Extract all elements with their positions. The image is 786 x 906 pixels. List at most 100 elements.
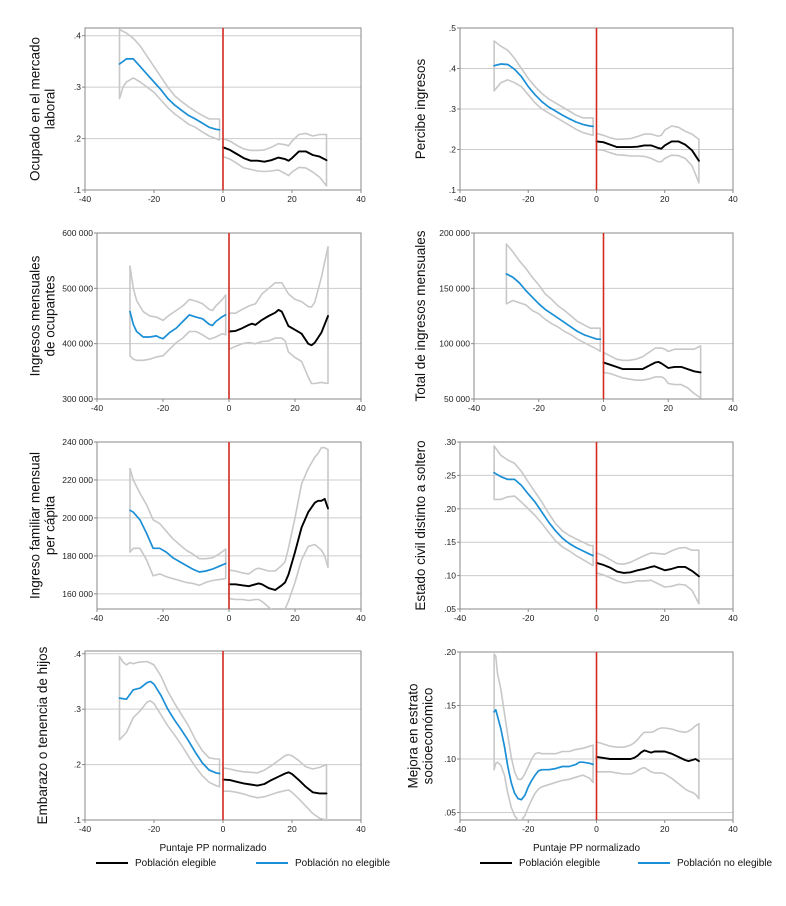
legend: Población elegible Población no elegible: [96, 858, 391, 869]
series-group: [129, 446, 329, 609]
y-axis-label: per cápita: [43, 495, 58, 555]
series-poblacion-no-elegible: [493, 63, 594, 128]
x-axis-label: Puntaje PP normalizado: [533, 843, 641, 854]
x-tick-label: 20: [287, 194, 297, 204]
y-tick-label: .05: [444, 808, 456, 818]
y-tick-label: .20: [444, 647, 456, 657]
x-tick-label: 0: [221, 824, 226, 834]
ci-line-elegible-ci-upper: [595, 722, 700, 749]
y-tick-label: .10: [444, 571, 456, 581]
ci-line-elegible-ci-lower: [222, 155, 328, 187]
x-tick-label: -20: [522, 824, 535, 834]
y-tick-label: .4: [74, 649, 81, 659]
series-group: [493, 40, 700, 184]
ci-line-no-elegible-ci-lower: [129, 547, 227, 587]
ci-line-elegible-ci-lower: [595, 572, 700, 605]
series-poblacion-no-elegible: [129, 509, 227, 573]
y-axis-label: Embarazo o tenencia de hijos: [35, 646, 50, 824]
panel-4: 50 000 100 000 150 000 200 000 -40 -20 0 20 40 To…: [413, 228, 738, 413]
legend-label: Población no elegible: [677, 858, 773, 869]
ci-line-no-elegible-ci-upper: [493, 40, 594, 119]
legend-label: Población elegible: [519, 858, 601, 869]
y-axis-label: Estado civil distinto a soltero: [413, 440, 428, 610]
series-poblacion-no-elegible: [118, 680, 221, 775]
panel-3: 300 000 400 000 500 000 600 000 -40 -20 0 20 40 I…: [28, 228, 366, 413]
y-tick-label: .15: [444, 537, 456, 547]
x-tick-label: 40: [728, 824, 738, 834]
x-tick-label: -40: [79, 824, 92, 834]
y-tick-label: .3: [74, 704, 81, 714]
ci-line-no-elegible-ci-lower: [493, 761, 594, 820]
series-group: [118, 655, 328, 820]
y-tick-label: .3: [449, 104, 456, 114]
ci-line-no-elegible-ci-lower: [118, 700, 221, 788]
ci-line-no-elegible-ci-upper: [129, 467, 227, 560]
y-tick-label: .2: [74, 134, 81, 144]
x-tick-label: -20: [522, 194, 535, 204]
x-tick-label: -20: [148, 194, 161, 204]
x-tick-label: 0: [594, 824, 599, 834]
y-tick-label: .2: [74, 760, 81, 770]
legend: Población elegible Población no elegible: [480, 858, 773, 869]
y-tick-label: .1: [449, 185, 456, 195]
panel-8: .05 .10 .15 .20 -40 -20 0 20 40 Mejora en estrato…: [406, 647, 773, 869]
y-tick-label: .10: [444, 754, 456, 764]
ci-line-elegible-ci-lower: [595, 766, 700, 800]
series-poblacion-elegible: [595, 749, 700, 763]
y-axis-label: Total de ingresos mensuales: [413, 230, 428, 401]
x-tick-label: -20: [522, 613, 535, 623]
y-tick-label: 200 000: [439, 228, 470, 238]
ci-line-no-elegible-ci-lower: [129, 330, 227, 362]
ci-line-no-elegible-ci-lower: [505, 299, 602, 353]
y-tick-label: 160 000: [62, 589, 93, 599]
panel-1: .1 .2 .3 .4 -40 -20 0 20 40 Ocupado en el mercado…: [28, 27, 366, 204]
y-tick-label: 300 000: [62, 394, 93, 404]
series-group: [493, 653, 700, 820]
x-tick-label: 20: [660, 613, 670, 623]
x-tick-label: -40: [91, 613, 104, 623]
series-group: [505, 243, 702, 399]
panel-5: 160 000 180 000 200 000 220 000 240 000 -40 -2…: [28, 437, 366, 623]
ci-line-no-elegible-ci-upper: [129, 265, 227, 322]
x-tick-label: -40: [91, 403, 104, 413]
series-group: [129, 246, 329, 385]
x-tick-label: 40: [356, 824, 366, 834]
x-tick-label: 40: [356, 613, 366, 623]
ci-line-elegible-ci-lower: [228, 543, 329, 609]
x-tick-label: -20: [533, 403, 546, 413]
ci-line-no-elegible-ci-lower: [493, 495, 594, 567]
ci-line-elegible-ci-upper: [222, 753, 328, 774]
series-poblacion-no-elegible: [118, 58, 221, 131]
x-tick-label: 20: [660, 824, 670, 834]
y-tick-label: .1: [74, 815, 81, 825]
y-tick-label: .25: [444, 470, 456, 480]
x-tick-label: 40: [728, 403, 738, 413]
y-tick-label: 500 000: [62, 283, 93, 293]
y-tick-label: .20: [444, 504, 456, 514]
x-tick-label: 0: [227, 403, 232, 413]
y-tick-label: 240 000: [62, 437, 93, 447]
x-tick-label: 0: [594, 613, 599, 623]
y-tick-label: .1: [74, 185, 81, 195]
x-tick-label: -40: [468, 403, 481, 413]
ci-line-elegible-ci-upper: [228, 446, 329, 575]
y-tick-label: 50 000: [444, 394, 470, 404]
x-tick-label: 20: [660, 194, 670, 204]
y-tick-label: .4: [449, 64, 456, 74]
series-poblacion-no-elegible: [493, 471, 594, 557]
series-poblacion-no-elegible: [493, 708, 594, 801]
series-group: [118, 28, 328, 187]
x-tick-label: 40: [356, 403, 366, 413]
y-tick-label: 150 000: [439, 283, 470, 293]
y-axis-label: Mejora en estrato: [406, 683, 421, 788]
legend-label: Población no elegible: [295, 858, 391, 869]
y-tick-label: .5: [449, 23, 456, 33]
series-poblacion-elegible: [228, 497, 329, 591]
panel-2: .1 .2 .3 .4 .5 -40 -20 0 20 40 Percibe ingresos: [413, 23, 738, 204]
y-axis-label: Ocupado en el mercado: [28, 37, 43, 181]
series-poblacion-elegible: [595, 140, 700, 162]
y-axis-label: de ocupantes: [43, 275, 58, 356]
y-axis-label: laboral: [43, 89, 58, 130]
ci-line-elegible-ci-upper: [595, 125, 700, 141]
